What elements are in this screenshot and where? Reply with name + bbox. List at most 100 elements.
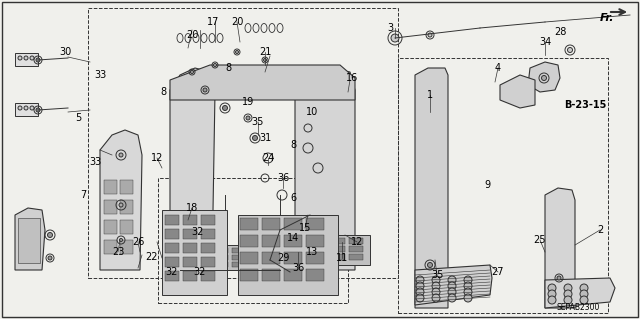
Circle shape [580, 284, 588, 292]
Text: 4: 4 [495, 63, 501, 73]
Circle shape [448, 282, 456, 290]
Circle shape [24, 56, 28, 60]
Text: 3: 3 [387, 23, 393, 33]
Text: 14: 14 [287, 233, 299, 243]
Text: 34: 34 [539, 37, 551, 47]
Bar [201, 229, 215, 239]
Bar [178, 262, 192, 267]
Bar [284, 252, 302, 264]
Circle shape [548, 284, 556, 292]
Circle shape [541, 76, 547, 80]
Bar [313, 246, 327, 252]
Circle shape [253, 136, 257, 140]
Bar [165, 271, 179, 281]
Bar [306, 252, 324, 264]
Bar [306, 218, 324, 230]
Text: 30: 30 [59, 47, 71, 57]
Bar [104, 240, 117, 254]
Polygon shape [415, 265, 492, 305]
Bar [178, 248, 192, 253]
Bar [104, 200, 117, 214]
Text: 13: 13 [306, 247, 318, 257]
Bar [165, 215, 179, 225]
Bar [262, 252, 280, 264]
Bar [15, 53, 38, 66]
Bar [284, 269, 302, 281]
Circle shape [246, 116, 250, 120]
Circle shape [464, 276, 472, 284]
Bar [183, 243, 197, 253]
Bar [262, 235, 280, 247]
Circle shape [557, 276, 561, 280]
Bar [240, 252, 258, 264]
Text: 26: 26 [132, 237, 144, 247]
Bar [238, 215, 338, 295]
Circle shape [203, 88, 207, 92]
Bar [162, 210, 227, 295]
Text: 20: 20 [186, 30, 198, 40]
Text: 18: 18 [186, 203, 198, 213]
Text: 10: 10 [306, 107, 318, 117]
Text: 33: 33 [89, 157, 101, 167]
Circle shape [264, 58, 266, 62]
Text: 28: 28 [554, 27, 566, 37]
Text: 5: 5 [75, 113, 81, 123]
Circle shape [432, 282, 440, 290]
Text: 32: 32 [166, 267, 178, 277]
Bar [214, 248, 228, 253]
Bar [120, 220, 133, 234]
Bar [88, 8, 398, 278]
Circle shape [464, 282, 472, 290]
Polygon shape [545, 188, 575, 308]
Bar [201, 243, 215, 253]
Bar [201, 215, 215, 225]
Circle shape [428, 263, 433, 268]
Text: 21: 21 [259, 47, 271, 57]
Bar [310, 235, 370, 265]
Polygon shape [528, 62, 560, 92]
Bar [183, 229, 197, 239]
Circle shape [548, 290, 556, 298]
Circle shape [48, 256, 52, 260]
Bar [183, 271, 197, 281]
Circle shape [119, 153, 123, 157]
Bar [18, 218, 40, 263]
Bar [158, 178, 348, 303]
Bar [120, 180, 133, 194]
Text: 7: 7 [80, 190, 86, 200]
Bar [175, 245, 255, 270]
Circle shape [47, 233, 52, 238]
Text: 12: 12 [351, 237, 363, 247]
Text: 33: 33 [94, 70, 106, 80]
Circle shape [236, 50, 239, 54]
Bar [196, 255, 210, 260]
Bar [313, 254, 327, 260]
Bar [120, 200, 133, 214]
Bar [120, 240, 133, 254]
Bar [262, 269, 280, 281]
Text: 6: 6 [290, 193, 296, 203]
Bar [104, 220, 117, 234]
Text: 29: 29 [277, 253, 289, 263]
Circle shape [416, 288, 424, 296]
Text: 36: 36 [277, 173, 289, 183]
Text: 9: 9 [484, 180, 490, 190]
Bar [306, 235, 324, 247]
Circle shape [448, 294, 456, 302]
Polygon shape [15, 208, 45, 270]
Text: B-23-15: B-23-15 [564, 100, 606, 110]
Bar [331, 238, 345, 244]
Polygon shape [100, 130, 142, 270]
Text: 22: 22 [146, 252, 158, 262]
Circle shape [448, 288, 456, 296]
Text: 8: 8 [225, 63, 231, 73]
Text: 35: 35 [252, 117, 264, 127]
Circle shape [30, 56, 34, 60]
Bar [284, 218, 302, 230]
Bar [201, 271, 215, 281]
Bar [232, 255, 246, 260]
Circle shape [119, 203, 123, 207]
Text: 15: 15 [299, 223, 311, 233]
Text: Fr.: Fr. [600, 13, 614, 23]
Bar [240, 269, 258, 281]
